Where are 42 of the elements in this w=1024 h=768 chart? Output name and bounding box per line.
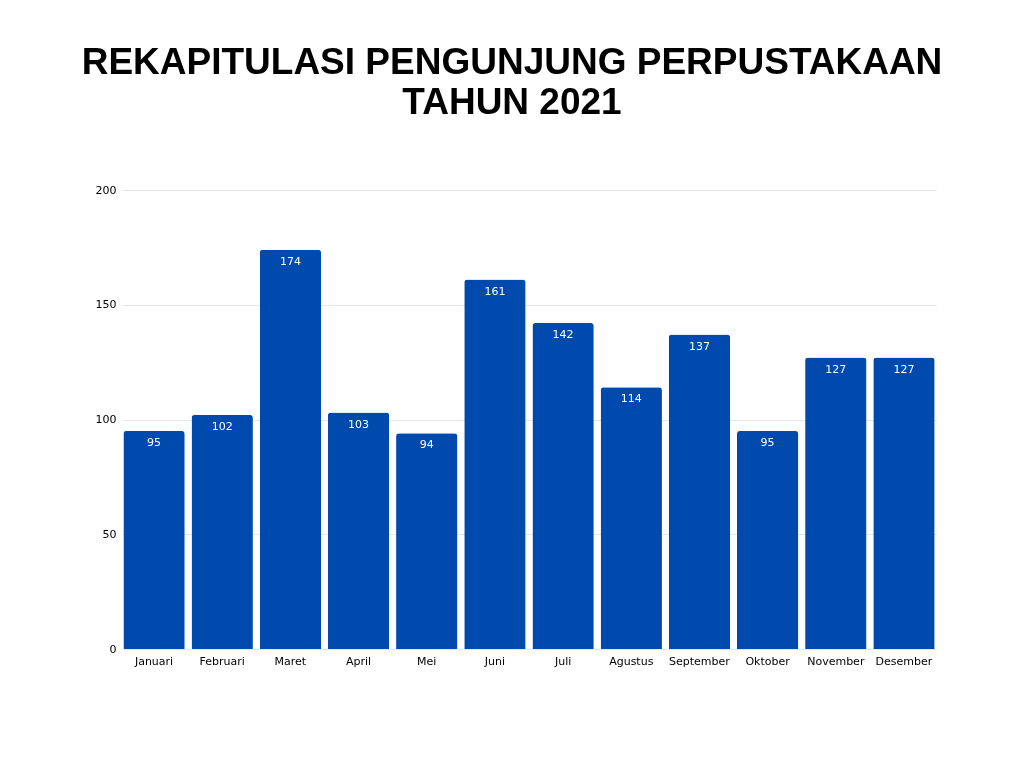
bar [600, 387, 662, 649]
x-tick-label: Januari [133, 654, 174, 668]
x-tick-label: April [345, 654, 372, 668]
bar [532, 323, 594, 649]
bar [873, 357, 935, 649]
x-tick-label: Maret [274, 654, 307, 668]
data-label: 102 [211, 419, 233, 433]
data-label: 127 [893, 362, 915, 376]
bar [464, 279, 526, 649]
y-tick-label: 100 [95, 413, 117, 426]
x-tick-label: Desember [875, 654, 933, 668]
chart-title: REKAPITULASI PENGUNJUNG PERPUSTAKAAN TAHUN 2021 [81, 41, 943, 122]
data-label: 95 [760, 435, 775, 449]
data-label: 174 [279, 254, 301, 268]
data-label: 114 [620, 392, 642, 406]
x-tick-label: Juni [483, 654, 506, 668]
bar [191, 414, 253, 649]
data-label: 137 [688, 339, 710, 353]
data-label: 95 [147, 435, 162, 449]
x-tick-label: Juli [553, 654, 572, 668]
x-tick-label: Agustus [609, 654, 654, 668]
bar [805, 357, 867, 649]
bar [123, 430, 185, 649]
data-label: 127 [825, 362, 847, 376]
x-tick-label: Mei [417, 654, 437, 668]
bar [396, 433, 458, 649]
bar [327, 412, 390, 649]
y-tick-label: 200 [95, 183, 117, 197]
x-tick-label: Oktober [745, 654, 791, 668]
y-tick-label: 50 [102, 527, 117, 541]
x-tick-label: November [807, 654, 865, 668]
data-label: 94 [419, 438, 434, 452]
x-tick-label: September [669, 654, 731, 668]
bar [736, 430, 799, 649]
bar [259, 249, 322, 649]
x-tick-label: Februari [199, 654, 245, 668]
y-tick-label: 0 [109, 642, 117, 656]
data-label: 142 [552, 328, 574, 342]
bar [668, 334, 731, 649]
data-label: 103 [348, 417, 370, 431]
data-label: 161 [484, 284, 506, 298]
y-tick-label: 150 [95, 298, 117, 312]
